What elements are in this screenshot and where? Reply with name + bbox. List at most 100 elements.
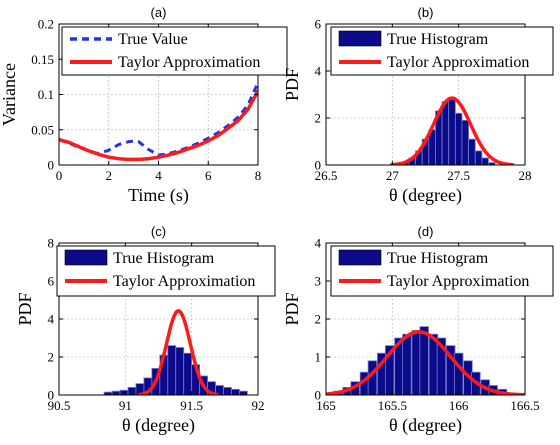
y-tick-label: 6 [315, 17, 322, 32]
histogram-bar [384, 345, 395, 395]
x-axis-label: θ (degree) [389, 415, 462, 436]
x-tick-label: 2 [106, 168, 113, 183]
histogram-bar [419, 326, 429, 395]
legend-box [61, 26, 288, 76]
x-tick-label: 0 [56, 168, 63, 183]
histogram-bar [453, 352, 464, 395]
legend-swatch [338, 30, 382, 47]
histogram-bar [436, 337, 447, 395]
legend: True Histogram Taylor Approximation [330, 26, 554, 76]
plot-area [390, 96, 515, 165]
histogram-bar [183, 352, 193, 395]
y-tick-label: 0 [48, 158, 55, 173]
histogram-bar [474, 150, 483, 165]
y-axis-label: PDF [282, 68, 302, 101]
y-tick-label: 1 [315, 350, 322, 365]
y-tick-label: 0 [315, 158, 322, 173]
y-axis-label: Variance [0, 63, 19, 126]
x-tick-label: 165 [316, 398, 336, 413]
histogram-bar [461, 119, 470, 165]
y-tick-label: 4 [48, 312, 55, 327]
y-tick-label: 0 [315, 388, 322, 403]
legend-box [330, 245, 554, 297]
y-tick-label: 0.15 [31, 52, 54, 67]
x-axis-label: Time (s) [128, 185, 189, 206]
x-tick-label: 166.5 [510, 398, 539, 413]
legend-label: True Histogram [387, 31, 489, 48]
y-tick-label: 2 [48, 350, 55, 365]
legend-swatch [338, 249, 382, 266]
histogram-bar [223, 386, 232, 395]
histogram-bar [175, 347, 185, 395]
y-tick-label: 3 [315, 274, 322, 289]
panel-title: (a) [151, 5, 167, 20]
panel-3: (c) 90.5 91 91.5 92 0 2 4 6 8 θ (degree) PDF True Hi… [15, 224, 276, 436]
plot-area [103, 309, 248, 395]
x-tick-label: 26.5 [315, 168, 338, 183]
legend-label: Taylor Approximation [387, 54, 529, 71]
panel-1: (a) 0 2 4 6 8 0 0.05 0.1 0.15 0.2 Time (s) Variance T… [0, 5, 288, 206]
panel-title: (b) [418, 5, 434, 20]
x-axis-label: θ (degree) [389, 185, 462, 206]
legend-swatch [64, 249, 108, 266]
x-tick-label: 27.5 [447, 168, 470, 183]
y-tick-label: 2 [315, 312, 322, 327]
legend-label: Taylor Approximation [113, 273, 255, 290]
x-tick-label: 91 [119, 398, 132, 413]
legend-label: Taylor Approximation [387, 273, 529, 290]
legend-label: Taylor Approximation [118, 54, 260, 71]
y-tick-label: 4 [315, 64, 322, 79]
y-tick-label: 8 [48, 236, 55, 251]
x-tick-label: 92 [252, 398, 265, 413]
panel-4: (d) 165 165.5 166 166.5 0 1 2 3 4 θ (degree) PDF Tru… [282, 224, 554, 436]
histogram-bar [127, 386, 137, 395]
histogram-bar [448, 98, 456, 165]
axes-frame [325, 23, 526, 166]
histogram-bar [468, 138, 476, 165]
taylor-approximation-line [59, 89, 258, 162]
panel-title: (d) [418, 224, 434, 239]
panel-title: (c) [151, 224, 166, 239]
y-tick-label: 0.05 [31, 122, 54, 137]
taylor-approximation-line [138, 309, 219, 395]
plot-area [326, 326, 525, 395]
x-tick-label: 8 [255, 168, 262, 183]
histogram-bar [239, 390, 248, 395]
histogram-bar [231, 388, 240, 395]
histogram-bar [411, 329, 421, 395]
y-tick-label: 0.1 [38, 87, 54, 102]
y-tick-label: 6 [48, 274, 55, 289]
x-tick-label: 4 [155, 168, 162, 183]
plot-area [59, 81, 258, 162]
y-tick-label: 4 [315, 236, 322, 251]
legend: True Value Taylor Approximation [61, 26, 288, 76]
x-tick-label: 6 [205, 168, 212, 183]
x-tick-label: 165.5 [378, 398, 407, 413]
y-axis-label: PDF [282, 292, 302, 325]
y-tick-label: 0.2 [38, 17, 54, 32]
legend-label: True Histogram [387, 250, 489, 267]
histogram-bar [454, 112, 463, 165]
y-tick-label: 2 [315, 111, 322, 126]
histogram-bar [402, 333, 412, 395]
legend-label: True Histogram [113, 250, 215, 267]
panel-2: (b) 26.5 27 27.5 28 0 2 4 6 θ (degree) PDF True His… [282, 5, 554, 206]
histogram-bar [428, 333, 439, 395]
taylor-approximation-line [326, 330, 525, 395]
taylor-approximation-line [390, 96, 515, 165]
x-tick-label: 27 [386, 168, 400, 183]
histogram-bar [481, 157, 489, 165]
histogram-bar [441, 101, 450, 165]
x-tick-label: 28 [519, 168, 532, 183]
legend: True Histogram Taylor Approximation [56, 245, 276, 297]
y-tick-label: 0 [48, 388, 55, 403]
histogram-bar [111, 390, 121, 395]
x-tick-label: 91.5 [180, 398, 203, 413]
histogram-bar [119, 389, 129, 395]
x-tick-label: 166 [449, 398, 469, 413]
histogram-bar [167, 345, 177, 395]
legend: True Histogram Taylor Approximation [330, 245, 554, 297]
x-tick-label: 90.5 [48, 398, 71, 413]
legend-label: True Value [118, 31, 188, 48]
